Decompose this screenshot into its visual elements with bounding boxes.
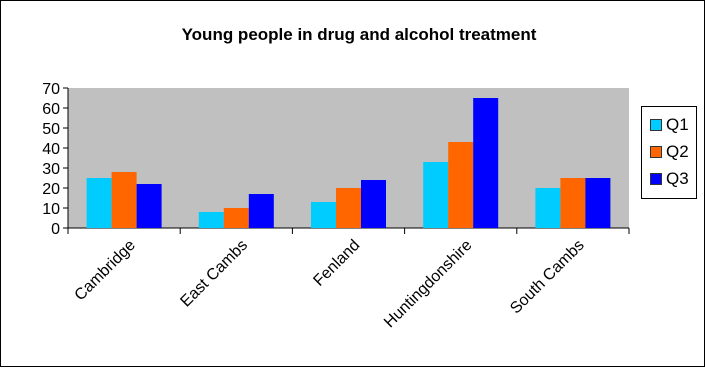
y-tick-label: 40 [42, 141, 60, 158]
legend-swatch [650, 119, 662, 131]
bar-q1-fenland [311, 202, 336, 228]
bar-q2-east-cambs [223, 208, 249, 228]
legend-label: Q1 [666, 115, 689, 134]
bar-q2-south-cambs [560, 178, 586, 228]
legend-swatch [650, 146, 662, 158]
y-tick-label: 50 [42, 121, 60, 138]
y-tick-label: 70 [42, 81, 60, 98]
chart-title: Young people in drug and alcohol treatme… [181, 25, 537, 44]
bar-q2-huntingdonshire [448, 142, 474, 228]
y-tick-label: 60 [42, 101, 60, 118]
bar-q2-cambridge [111, 172, 137, 228]
bar-q3-fenland [361, 180, 386, 228]
chart-legend: Q1 Q2 Q3 [641, 106, 697, 199]
legend-item-q2: Q2 [650, 142, 689, 162]
bar-q1-huntingdonshire [423, 162, 449, 228]
y-tick-label: 20 [42, 181, 60, 198]
bar-q1-south-cambs [535, 188, 561, 228]
x-tick-label: Huntingdonshire [381, 237, 475, 331]
bar-q3-east-cambs [248, 194, 274, 228]
bar-q3-south-cambs [585, 178, 611, 228]
bar-q1-cambridge [86, 178, 112, 228]
bar-q3-cambridge [136, 184, 162, 228]
bar-q3-huntingdonshire [473, 98, 499, 228]
legend-item-q1: Q1 [650, 115, 689, 135]
x-tick-label: Fenland [310, 237, 363, 290]
legend-label: Q2 [666, 142, 689, 161]
x-tick-label: South Cambs [507, 237, 588, 318]
x-tick-label: Cambridge [72, 237, 139, 304]
y-tick-label: 10 [42, 201, 60, 218]
legend-label: Q3 [666, 169, 689, 188]
x-tick-label: East Cambs [177, 237, 251, 311]
y-tick-label: 30 [42, 161, 60, 178]
y-tick-label: 0 [51, 221, 60, 238]
legend-swatch [650, 173, 662, 185]
bar-q2-fenland [336, 188, 361, 228]
bar-q1-east-cambs [198, 212, 224, 228]
legend-item-q3: Q3 [650, 169, 689, 189]
